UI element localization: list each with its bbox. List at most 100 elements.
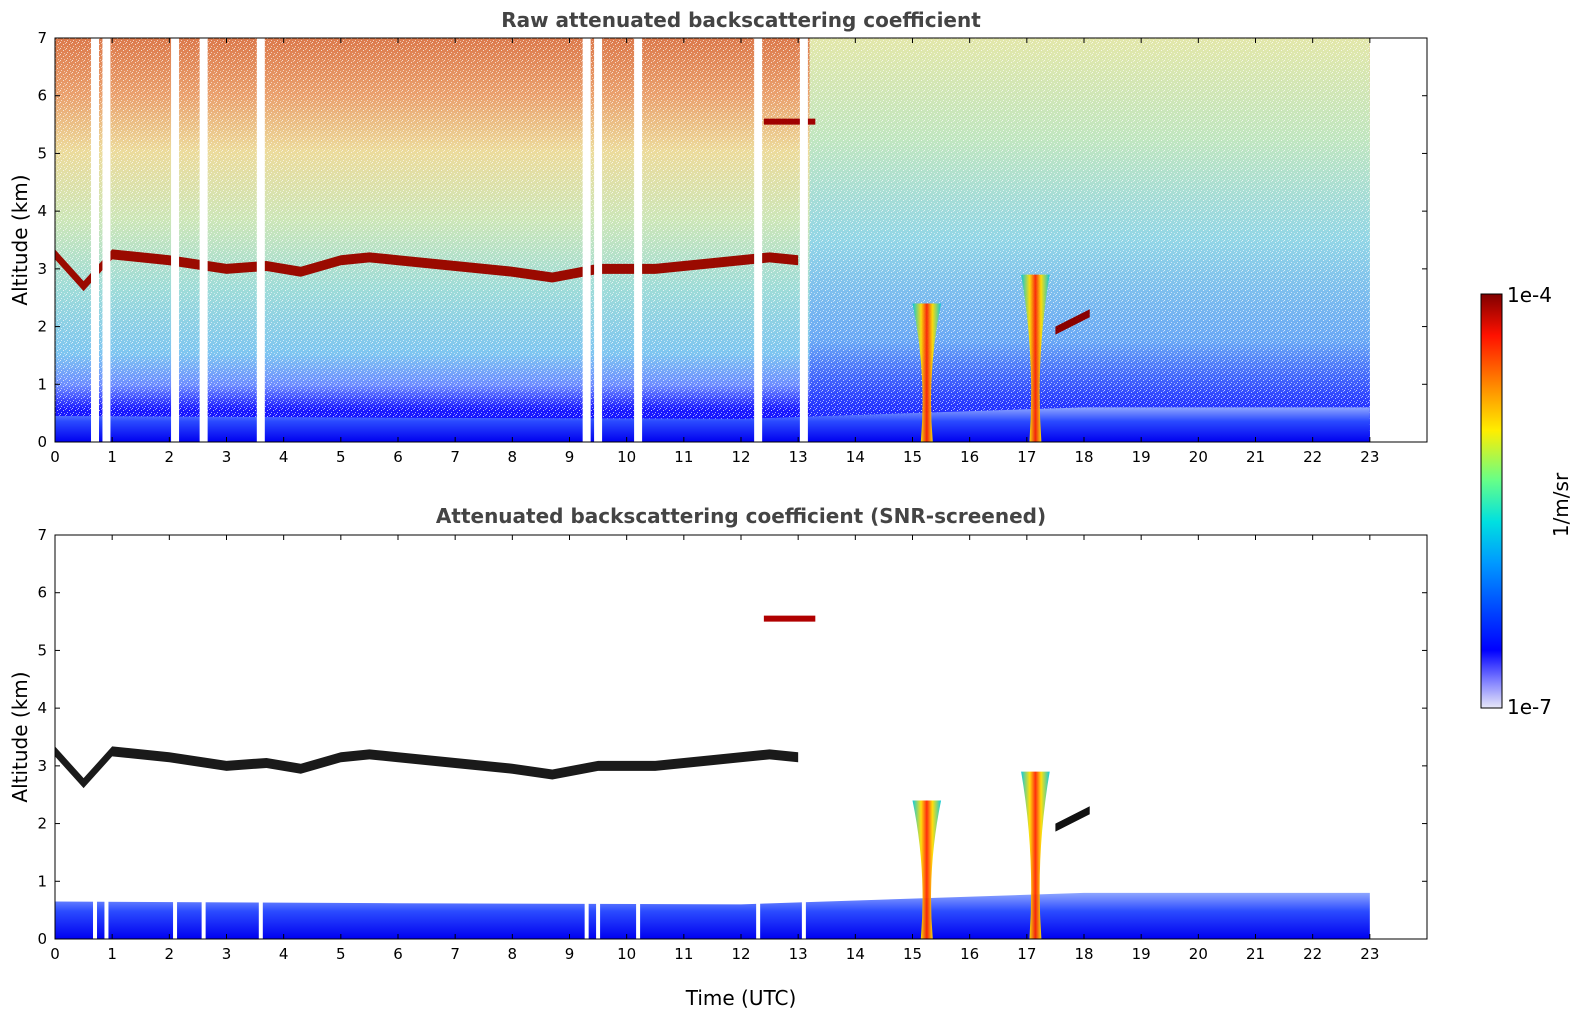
y-tick-label: 2 (37, 318, 47, 336)
x-tick-label: 23 (1360, 448, 1379, 466)
x-tick-label: 7 (450, 945, 460, 963)
data-gap (754, 38, 763, 442)
x-tick-label: 18 (1074, 945, 1093, 963)
x-tick-label: 11 (674, 448, 693, 466)
x-tick-label: 8 (508, 448, 518, 466)
x-tick-label: 10 (617, 448, 636, 466)
screened-data-gap (636, 887, 641, 939)
x-tick-label: 2 (165, 448, 175, 466)
y-tick-label: 3 (37, 260, 47, 278)
data-gap (199, 38, 208, 442)
y-tick-label: 1 (37, 872, 47, 890)
screened-data-gap (584, 887, 589, 939)
x-tick-label: 11 (674, 945, 693, 963)
y-tick-label: 5 (37, 144, 47, 162)
boundary-layer (55, 407, 1370, 442)
x-tick-label: 14 (846, 945, 865, 963)
x-tick-label: 20 (1189, 945, 1208, 963)
y-tick-label: 3 (37, 757, 47, 775)
colorbar-gradient (1480, 293, 1503, 709)
x-tick-label: 1 (107, 448, 117, 466)
y-tick-label: 2 (37, 815, 47, 833)
y-tick-label: 7 (37, 526, 47, 544)
x-tick-label: 8 (508, 945, 518, 963)
x-tick-label: 0 (50, 945, 60, 963)
x-tick-label: 13 (789, 448, 808, 466)
x-axis-label: Time (UTC) (685, 986, 797, 1010)
x-tick-label: 17 (1017, 945, 1036, 963)
x-tick-label: 17 (1017, 448, 1036, 466)
x-tick-label: 0 (50, 448, 60, 466)
raw-heatmap (55, 38, 1373, 442)
colorbar: 1e-4 1e-7 1/m/sr (1480, 283, 1573, 719)
data-gap (91, 38, 100, 442)
x-tick-label: 4 (279, 945, 289, 963)
x-tick-label: 3 (222, 448, 232, 466)
raw-axes: 0 1 2 3 4 5 6 7 8 9 10 11 12 13 14 15 16 17 18 19 20 21 22 2301… (37, 29, 1427, 466)
data-gap (256, 38, 265, 442)
x-tick-label: 16 (960, 448, 979, 466)
y-tick-label: 0 (37, 930, 47, 948)
x-tick-label: 18 (1074, 448, 1093, 466)
x-tick-label: 5 (336, 945, 346, 963)
x-tick-label: 22 (1303, 945, 1322, 963)
data-gap (102, 38, 111, 442)
snr-screened-panel: Attenuated backscattering coefficient (S… (8, 504, 1428, 1010)
x-tick-label: 15 (903, 945, 922, 963)
screened-plot-frame (54, 534, 1428, 940)
data-gap (799, 38, 808, 442)
screened-data-gap (756, 887, 761, 939)
x-tick-label: 1 (107, 945, 117, 963)
screened-boundary-layer (55, 892, 1370, 939)
x-tick-label: 20 (1189, 448, 1208, 466)
screened-cloud-event (1021, 771, 1050, 939)
data-gap (594, 38, 603, 442)
raw-data-gaps (91, 38, 808, 442)
colorbar-unit-label: 1/m/sr (1549, 472, 1573, 537)
x-tick-label: 7 (450, 448, 460, 466)
x-tick-label: 13 (789, 945, 808, 963)
screened-data-gap (596, 887, 601, 939)
x-tick-label: 6 (393, 945, 403, 963)
x-tick-label: 23 (1360, 945, 1379, 963)
y-tick-label: 5 (37, 641, 47, 659)
x-tick-label: 15 (903, 448, 922, 466)
x-tick-label: 21 (1246, 448, 1265, 466)
x-tick-label: 19 (1132, 448, 1151, 466)
x-tick-label: 4 (279, 448, 289, 466)
y-tick-label: 1 (37, 375, 47, 393)
screened-high-cloud (763, 615, 816, 622)
cloud-event (1055, 309, 1090, 335)
raw-y-axis-label: Altitude (km) (8, 174, 32, 305)
data-gap (171, 38, 180, 442)
x-tick-label: 12 (731, 448, 750, 466)
screened-data-gap (93, 887, 98, 939)
x-tick-label: 21 (1246, 945, 1265, 963)
screened-data-gap (801, 887, 806, 939)
x-tick-label: 9 (565, 945, 575, 963)
y-tick-label: 4 (37, 699, 47, 717)
y-tick-label: 6 (37, 584, 47, 602)
data-gap (582, 38, 591, 442)
colorbar-max-label: 1e-4 (1507, 283, 1552, 307)
y-tick-label: 7 (37, 29, 47, 47)
raw-noise-texture (55, 38, 1373, 442)
y-tick-label: 0 (37, 433, 47, 451)
x-tick-label: 3 (222, 945, 232, 963)
screened-data-gap (104, 887, 109, 939)
raw-backscatter-panel: Raw attenuated backscattering coefficien… (8, 8, 1428, 466)
x-tick-label: 12 (731, 945, 750, 963)
x-tick-label: 22 (1303, 448, 1322, 466)
x-tick-label: 5 (336, 448, 346, 466)
x-tick-label: 10 (617, 945, 636, 963)
screened-axes: 0 1 2 3 4 5 6 7 8 9 10 11 12 13 14 15 16 17 18 19 20 21 22 2301… (37, 526, 1427, 963)
x-tick-label: 9 (565, 448, 575, 466)
y-tick-label: 4 (37, 202, 47, 220)
cloud-event (1021, 274, 1050, 442)
colorbar-min-label: 1e-7 (1507, 695, 1552, 719)
screened-data-gap (258, 887, 263, 939)
x-tick-label: 2 (165, 945, 175, 963)
raw-features (55, 118, 1370, 442)
y-tick-label: 6 (37, 87, 47, 105)
